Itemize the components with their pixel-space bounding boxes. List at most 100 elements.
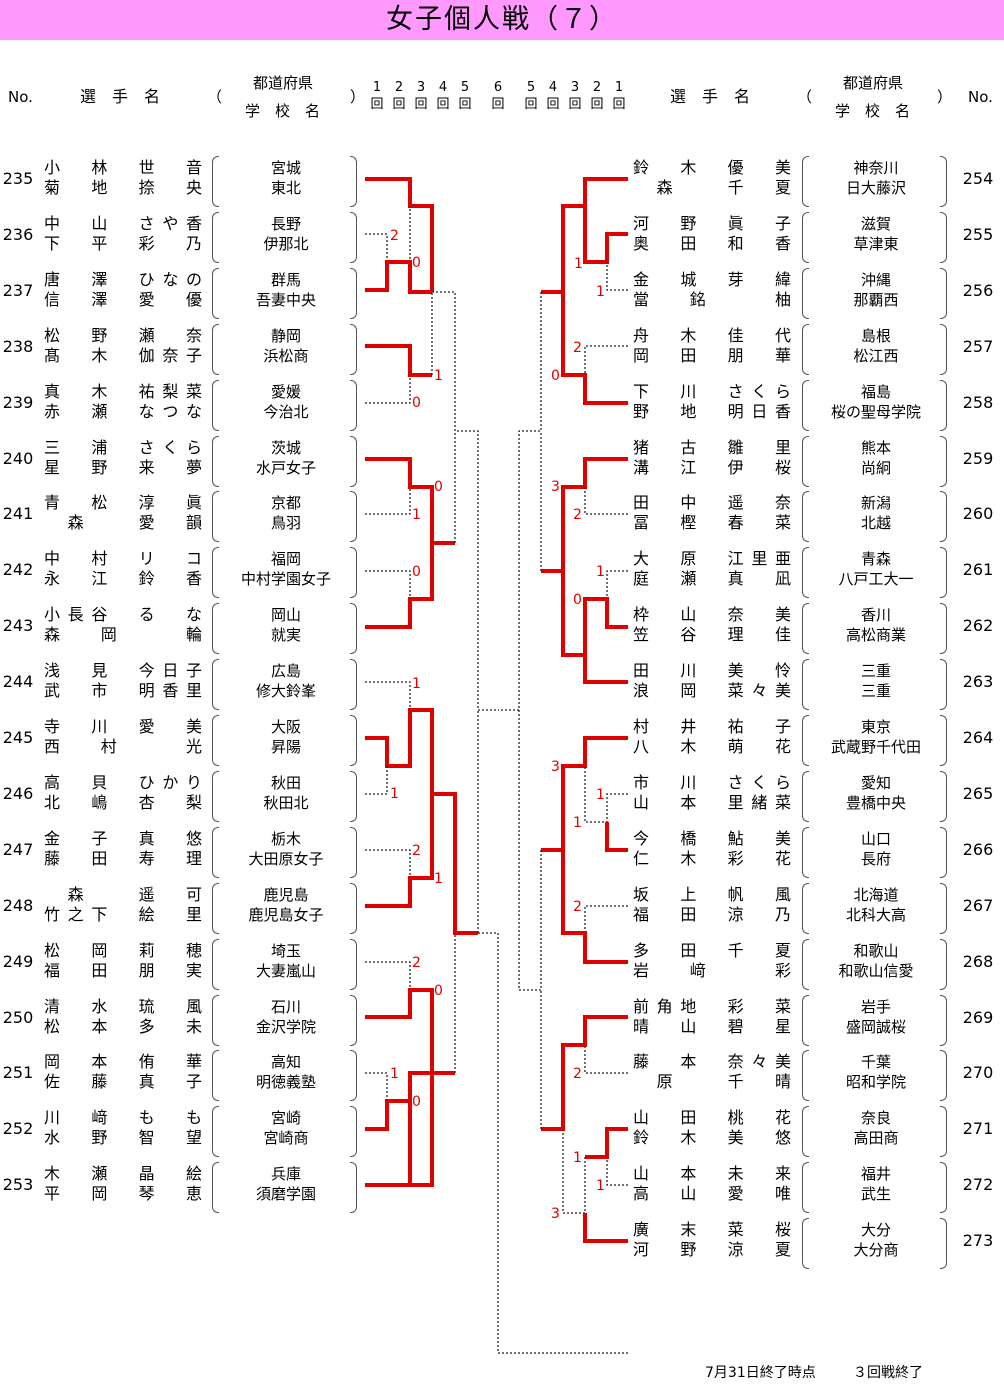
bracket-paren-open [802, 659, 809, 711]
player-name: 田 川 美 怜 [633, 661, 791, 681]
player-name: 市 川 さくら [633, 772, 791, 792]
bracket-paren-open [212, 938, 219, 990]
player-name: 森 岡 輪 [44, 625, 218, 645]
prefecture: 秋田 [270, 773, 301, 792]
player-name: 廣 末 菜 桜 [633, 1220, 791, 1240]
bracket-line-loser [365, 375, 411, 404]
player-name: 森 愛 韻 [44, 513, 202, 533]
bracket-paren-close [940, 882, 947, 934]
bracket-paren-open [802, 1162, 809, 1214]
player-name: 青 松 淳 眞 [44, 493, 202, 513]
score-left: 0 [412, 395, 421, 411]
player-name: 菊 地 捺 央 [44, 178, 202, 197]
player-name: 真 木 祐梨菜 [44, 381, 202, 401]
bracket-line-winner [605, 822, 628, 852]
score-right: 2 [573, 340, 582, 356]
school-name: 修大鈴峯 [255, 682, 316, 701]
score-right: 1 [574, 256, 583, 272]
bracket-line-winner [541, 736, 628, 852]
header-player-right: 選 手 名 [670, 87, 751, 106]
bracket-line-winner [583, 206, 628, 264]
school-name: 三重 [860, 682, 891, 701]
header-school-left: 学 校 名 [245, 102, 321, 120]
prefecture: 埼玉 [270, 941, 301, 960]
player-name: 岡 本 侑 華 [44, 1052, 202, 1072]
prefecture: 東京 [860, 718, 891, 736]
bracket-paren-close [350, 770, 357, 822]
entry-number-right: 262 [962, 616, 994, 636]
prefecture: 奈良 [860, 1109, 891, 1128]
school-name: 那覇西 [853, 290, 899, 309]
player-name: 鈴 木 優 美 [633, 158, 791, 177]
player-name: 村 井 祐 子 [633, 717, 791, 736]
bracket-line-loser [365, 849, 432, 879]
round-left-1-unit: 回 [370, 97, 384, 112]
bracket-line-loser [518, 292, 542, 710]
score-left: 0 [434, 983, 443, 999]
bracket-paren-close [940, 435, 947, 487]
entry-number-left: 236 [2, 224, 34, 244]
school-name: 宮崎商 [263, 1129, 309, 1148]
prefecture: 沖縄 [860, 270, 891, 289]
bracket-line-winner [561, 292, 628, 405]
school-name: 大妻嵐山 [255, 961, 316, 980]
prefecture: 群馬 [270, 270, 301, 289]
bracket-line-loser [584, 1045, 628, 1074]
score-left: 2 [412, 843, 421, 859]
player-name: 小 林 世 音 [44, 158, 202, 177]
bracket-paren-open [802, 323, 809, 375]
player-name: 水 野 智 望 [44, 1128, 202, 1148]
player-name: 信 澤 愛 優 [44, 289, 202, 309]
player-name: 金 城 芽 緯 [633, 269, 791, 289]
player-name: 木 瀬 晶 絵 [44, 1164, 202, 1184]
bracket-paren-close [350, 211, 357, 263]
player-name: 鈴 木 美 悠 [633, 1128, 791, 1148]
bracket-line-winner [365, 457, 455, 545]
score-left: 0 [412, 1094, 421, 1110]
player-name: 山 田 桃 花 [633, 1108, 791, 1128]
bracket-line-winner [561, 850, 628, 964]
bracket-paren-close [940, 994, 947, 1046]
bracket-paren-open [802, 994, 809, 1046]
header-no-right: No. [968, 88, 993, 106]
entry-number-right: 266 [962, 839, 994, 859]
bracket-paren-close [940, 770, 947, 822]
player-name: 舟 木 佳 代 [633, 325, 791, 345]
player-name: 猪 古 雛 里 [633, 437, 791, 457]
bracket-line-winner [365, 988, 455, 1075]
prefecture: 千葉 [860, 1053, 891, 1072]
player-name: 川 﨑 も も [44, 1108, 202, 1128]
bracket-paren-open [802, 211, 809, 263]
prefecture: 広島 [270, 662, 301, 681]
player-name: 下 川 さくら [633, 381, 791, 401]
entry-number-right: 260 [962, 504, 994, 524]
bracket-line-loser [606, 262, 628, 291]
header-pref-right: 都道府県 [843, 74, 904, 92]
bracket-line-winner [541, 177, 628, 294]
school-name: 大分商 [853, 1241, 899, 1260]
round-left-3-unit: 回 [414, 97, 428, 112]
round-center-unit: 回 [491, 97, 505, 112]
school-name: 尚絅 [860, 458, 891, 477]
score-right: 0 [551, 368, 560, 384]
bracket-paren-close [350, 938, 357, 990]
player-name: 多 田 千 夏 [633, 940, 791, 960]
prefecture: 宮城 [270, 159, 301, 177]
prefecture: 茨城 [270, 438, 301, 457]
player-name: 高 山 愛 唯 [633, 1184, 791, 1204]
bracket-paren-open [212, 156, 219, 207]
header-no-left: No. [8, 88, 33, 106]
entry-number-left: 238 [2, 336, 34, 356]
school-name: 草津東 [853, 234, 899, 253]
player-name: 河 野 涼 夏 [633, 1240, 791, 1260]
bracket-line-winner [583, 1213, 628, 1243]
player-name: 奥 田 和 香 [633, 233, 791, 253]
bracket-paren-open [212, 379, 219, 431]
prefecture: 和歌山 [853, 941, 899, 960]
entry-number-right: 261 [962, 560, 994, 580]
bracket-line-loser [365, 570, 432, 600]
player-name: 岡 田 朋 華 [633, 345, 791, 365]
bracket-paren-open [212, 603, 219, 655]
score-left: 1 [390, 1066, 399, 1082]
round-right-3-number: 3 [570, 80, 580, 95]
